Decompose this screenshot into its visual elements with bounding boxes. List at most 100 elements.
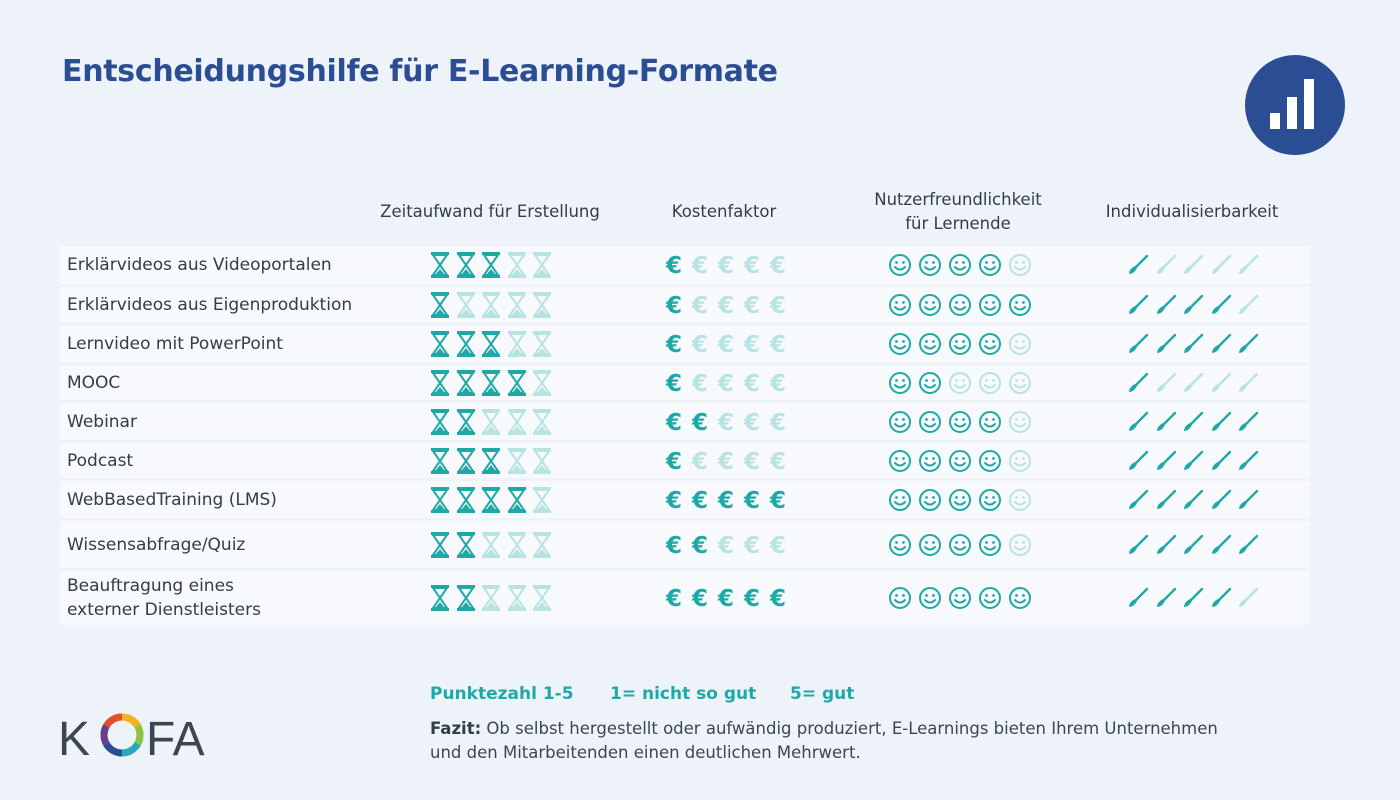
euro-icon: €: [743, 410, 760, 435]
brush-icon: [1156, 333, 1176, 353]
hourglass-icon: [431, 408, 449, 435]
svg-text:€: €: [743, 371, 760, 396]
svg-text:€: €: [691, 332, 708, 357]
smiley-icon: [889, 371, 911, 394]
smiley-icon: [919, 587, 941, 609]
table-row: Erklärvideos aus Videoportalen: [60, 246, 1310, 284]
column-header-nutzerfreundlichkeit: Nutzerfreundlichkeit für Lernende: [874, 190, 1042, 233]
svg-text:€: €: [691, 410, 708, 435]
smiley-icon: [1009, 449, 1031, 472]
hourglass-icon: [533, 447, 551, 474]
brush-icon: [1184, 489, 1204, 509]
smiley-icon: [979, 488, 1001, 511]
smiley-icon: [949, 488, 971, 511]
svg-text:€: €: [665, 371, 682, 396]
hourglass-icon: [533, 408, 551, 435]
brush-icon: [1184, 333, 1204, 353]
rating-kosten: € € € € €: [663, 325, 793, 362]
hourglass-icon: [431, 447, 449, 474]
page-title: Entscheidungshilfe für E-Learning-Format…: [62, 54, 778, 89]
logo-ring-icon: [100, 713, 144, 757]
rating-nutzer: [888, 287, 1038, 322]
svg-text:€: €: [665, 293, 682, 318]
svg-text:€: €: [743, 410, 760, 435]
euro-icon: €: [769, 293, 786, 318]
hourglass-icon: [482, 369, 500, 396]
euro-icon: €: [769, 410, 786, 435]
smiley-icon: [979, 533, 1001, 556]
svg-text:€: €: [691, 371, 708, 396]
hourglass-icon: [482, 252, 500, 278]
logo-letter-k: K: [58, 713, 90, 766]
smiley-icon: [979, 254, 1001, 276]
hourglass-icon: [533, 369, 551, 396]
euro-icon: €: [665, 449, 682, 474]
svg-text:€: €: [691, 533, 708, 558]
svg-text:€: €: [769, 253, 786, 278]
hourglass-icon: [431, 531, 449, 558]
euro-icon: €: [691, 586, 708, 611]
hourglass-icon: [456, 531, 475, 558]
svg-text:€: €: [769, 488, 786, 513]
hourglass-icon: [507, 447, 526, 474]
table-row: Podcast: [60, 443, 1310, 478]
hourglass-icon: [431, 252, 449, 278]
rating-table: Erklärvideos aus Videoportalen: [60, 0, 1310, 800]
brush-icon: [1184, 411, 1204, 431]
brush-icon: [1211, 411, 1231, 431]
svg-text:€: €: [769, 410, 786, 435]
rating-kosten: € € € € €: [663, 521, 793, 568]
bar-chart-icon: [1245, 55, 1345, 155]
table-row: MOOC: [60, 365, 1310, 400]
hourglass-icon: [533, 252, 551, 278]
euro-icon: €: [743, 371, 760, 396]
rating-zeit: [430, 443, 558, 478]
brush-icon: [1211, 333, 1231, 353]
smiley-icon: [979, 449, 1001, 472]
smiley-icon: [979, 587, 1001, 609]
euro-icon: €: [743, 533, 760, 558]
euro-icon: €: [769, 332, 786, 357]
table-row: Erklärvideos aus Eigenproduktion: [60, 287, 1310, 322]
fazit-text: Fazit: Ob selbst hergestellt oder aufwän…: [430, 717, 1250, 765]
brush-icon: [1156, 489, 1176, 509]
smiley-icon: [889, 533, 911, 556]
hourglass-icon: [482, 585, 500, 611]
hourglass-icon: [482, 408, 500, 435]
rating-zeit: [430, 246, 558, 284]
svg-text:€: €: [717, 449, 734, 474]
smiley-icon: [889, 332, 911, 355]
brush-icon: [1239, 450, 1259, 470]
hourglass-icon: [456, 330, 475, 357]
hourglass-icon: [533, 330, 551, 357]
smiley-icon: [979, 410, 1001, 433]
euro-icon: €: [743, 253, 760, 278]
smiley-icon: [979, 293, 1001, 316]
hourglass-icon: [533, 531, 551, 558]
svg-text:€: €: [665, 488, 682, 513]
svg-text:€: €: [691, 293, 708, 318]
euro-icon: €: [769, 488, 786, 513]
smiley-icon: [889, 449, 911, 472]
brush-icon: [1211, 372, 1231, 392]
brush-icon: [1239, 489, 1259, 509]
euro-icon: €: [769, 449, 786, 474]
svg-text:€: €: [717, 371, 734, 396]
euro-icon: €: [691, 410, 708, 435]
brush-icon: [1156, 254, 1176, 274]
euro-icon: €: [717, 449, 734, 474]
euro-icon: €: [691, 533, 708, 558]
row-label: Erklärvideos aus Eigenproduktion: [67, 294, 353, 315]
euro-icon: €: [691, 449, 708, 474]
svg-text:€: €: [691, 586, 708, 611]
svg-text:€: €: [717, 253, 734, 278]
brush-icon: [1239, 587, 1259, 607]
brush-icon: [1239, 333, 1259, 353]
logo-letters-fa: FA: [146, 713, 205, 766]
svg-text:€: €: [717, 488, 734, 513]
rating-kosten: € € € € €: [663, 443, 793, 478]
smiley-icon: [949, 410, 971, 433]
brush-icon: [1211, 294, 1231, 314]
hourglass-icon: [507, 486, 526, 513]
row-label: Webinar: [67, 411, 137, 432]
